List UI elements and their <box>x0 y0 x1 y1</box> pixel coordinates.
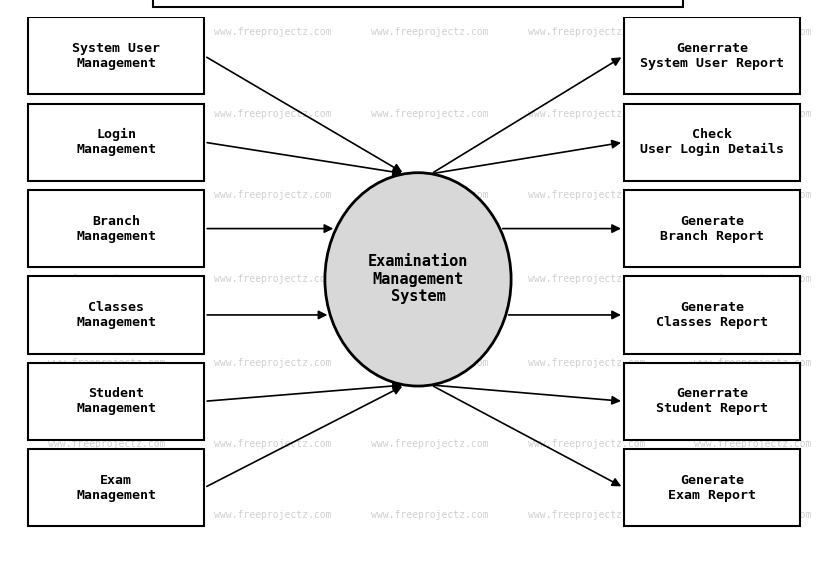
FancyBboxPatch shape <box>624 277 800 354</box>
Text: www.freeprojectz.com: www.freeprojectz.com <box>528 358 645 367</box>
Text: www.freeprojectz.com: www.freeprojectz.com <box>371 190 488 200</box>
Text: www.freeprojectz.com: www.freeprojectz.com <box>371 439 488 449</box>
Text: www.freeprojectz.com: www.freeprojectz.com <box>695 28 812 37</box>
Text: www.freeprojectz.com: www.freeprojectz.com <box>214 358 332 367</box>
Text: Generrate
System User Report: Generrate System User Report <box>640 42 784 70</box>
Text: www.freeprojectz.com: www.freeprojectz.com <box>214 510 332 520</box>
Text: www.freeprojectz.com: www.freeprojectz.com <box>695 190 812 200</box>
Text: www.freeprojectz.com: www.freeprojectz.com <box>214 28 332 37</box>
Text: Generrate
Student Report: Generrate Student Report <box>656 388 768 415</box>
Text: www.freeprojectz.com: www.freeprojectz.com <box>214 109 332 119</box>
Text: www.freeprojectz.com: www.freeprojectz.com <box>695 510 812 520</box>
Text: www.freeprojectz.com: www.freeprojectz.com <box>214 274 332 285</box>
FancyBboxPatch shape <box>153 0 683 7</box>
Text: www.freeprojectz.com: www.freeprojectz.com <box>214 439 332 449</box>
Text: www.freeprojectz.com: www.freeprojectz.com <box>528 439 645 449</box>
Text: www.freeprojectz.com: www.freeprojectz.com <box>528 109 645 119</box>
Text: Classes
Management: Classes Management <box>76 301 156 329</box>
Text: Exam
Management: Exam Management <box>76 474 156 501</box>
Text: Generate
Exam Report: Generate Exam Report <box>668 474 756 501</box>
Text: www.freeprojectz.com: www.freeprojectz.com <box>528 274 645 285</box>
FancyBboxPatch shape <box>28 190 204 267</box>
Text: www.freeprojectz.com: www.freeprojectz.com <box>528 28 645 37</box>
Text: System User
Management: System User Management <box>72 42 161 70</box>
Text: www.freeprojectz.com: www.freeprojectz.com <box>695 109 812 119</box>
Ellipse shape <box>325 172 511 386</box>
Text: Generate
Classes Report: Generate Classes Report <box>656 301 768 329</box>
Text: www.freeprojectz.com: www.freeprojectz.com <box>48 510 166 520</box>
Text: Student
Management: Student Management <box>76 388 156 415</box>
Text: www.freeprojectz.com: www.freeprojectz.com <box>371 358 488 367</box>
FancyBboxPatch shape <box>28 449 204 526</box>
Text: www.freeprojectz.com: www.freeprojectz.com <box>214 190 332 200</box>
Text: www.freeprojectz.com: www.freeprojectz.com <box>371 109 488 119</box>
FancyBboxPatch shape <box>624 104 800 181</box>
FancyBboxPatch shape <box>28 277 204 354</box>
Text: www.freeprojectz.com: www.freeprojectz.com <box>528 190 645 200</box>
Text: www.freeprojectz.com: www.freeprojectz.com <box>371 28 488 37</box>
FancyBboxPatch shape <box>624 449 800 526</box>
Text: www.freeprojectz.com: www.freeprojectz.com <box>48 358 166 367</box>
FancyBboxPatch shape <box>624 190 800 267</box>
Text: Branch
Management: Branch Management <box>76 214 156 243</box>
FancyBboxPatch shape <box>28 363 204 440</box>
Text: Generate
Branch Report: Generate Branch Report <box>660 214 764 243</box>
Text: www.freeprojectz.com: www.freeprojectz.com <box>48 28 166 37</box>
Text: www.freeprojectz.com: www.freeprojectz.com <box>48 274 166 285</box>
Text: www.freeprojectz.com: www.freeprojectz.com <box>528 510 645 520</box>
Text: www.freeprojectz.com: www.freeprojectz.com <box>371 510 488 520</box>
Text: www.freeprojectz.com: www.freeprojectz.com <box>48 439 166 449</box>
FancyBboxPatch shape <box>624 17 800 94</box>
Text: Check
User Login Details: Check User Login Details <box>640 128 784 156</box>
Text: www.freeprojectz.com: www.freeprojectz.com <box>695 274 812 285</box>
FancyBboxPatch shape <box>28 104 204 181</box>
Text: www.freeprojectz.com: www.freeprojectz.com <box>371 274 488 285</box>
Text: www.freeprojectz.com: www.freeprojectz.com <box>695 439 812 449</box>
Text: www.freeprojectz.com: www.freeprojectz.com <box>48 190 166 200</box>
Text: www.freeprojectz.com: www.freeprojectz.com <box>48 109 166 119</box>
FancyBboxPatch shape <box>624 363 800 440</box>
FancyBboxPatch shape <box>28 17 204 94</box>
Text: www.freeprojectz.com: www.freeprojectz.com <box>695 358 812 367</box>
Text: Login
Management: Login Management <box>76 128 156 156</box>
Text: Examination
Management
System: Examination Management System <box>368 255 468 304</box>
